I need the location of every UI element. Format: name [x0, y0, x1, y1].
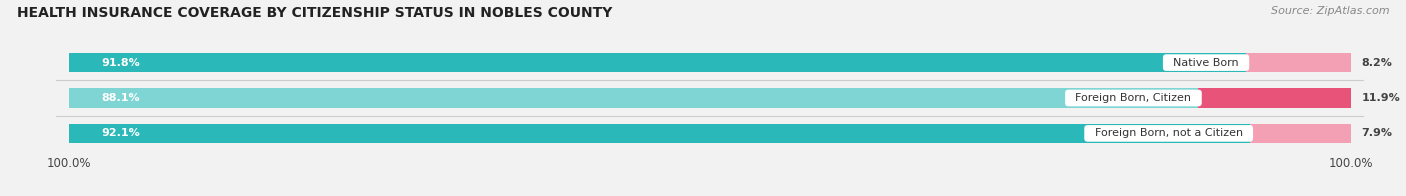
Bar — [69, 53, 1351, 72]
Text: 7.9%: 7.9% — [1361, 128, 1392, 138]
Text: Foreign Born, not a Citizen: Foreign Born, not a Citizen — [1088, 128, 1250, 138]
Bar — [1198, 88, 1351, 108]
Bar — [1246, 53, 1351, 72]
Legend: With Coverage, Without Coverage: With Coverage, Without Coverage — [582, 193, 838, 196]
Bar — [1250, 124, 1351, 143]
Text: HEALTH INSURANCE COVERAGE BY CITIZENSHIP STATUS IN NOBLES COUNTY: HEALTH INSURANCE COVERAGE BY CITIZENSHIP… — [17, 6, 612, 20]
Text: 92.1%: 92.1% — [101, 128, 139, 138]
Text: 91.8%: 91.8% — [101, 58, 139, 68]
Text: 11.9%: 11.9% — [1361, 93, 1400, 103]
Text: 8.2%: 8.2% — [1361, 58, 1392, 68]
Bar — [69, 88, 1198, 108]
Bar — [69, 124, 1351, 143]
Text: Source: ZipAtlas.com: Source: ZipAtlas.com — [1271, 6, 1389, 16]
Text: 88.1%: 88.1% — [101, 93, 139, 103]
Text: Native Born: Native Born — [1166, 58, 1246, 68]
Bar — [69, 124, 1250, 143]
Bar — [69, 88, 1351, 108]
Bar — [69, 53, 1246, 72]
Text: Foreign Born, Citizen: Foreign Born, Citizen — [1069, 93, 1198, 103]
